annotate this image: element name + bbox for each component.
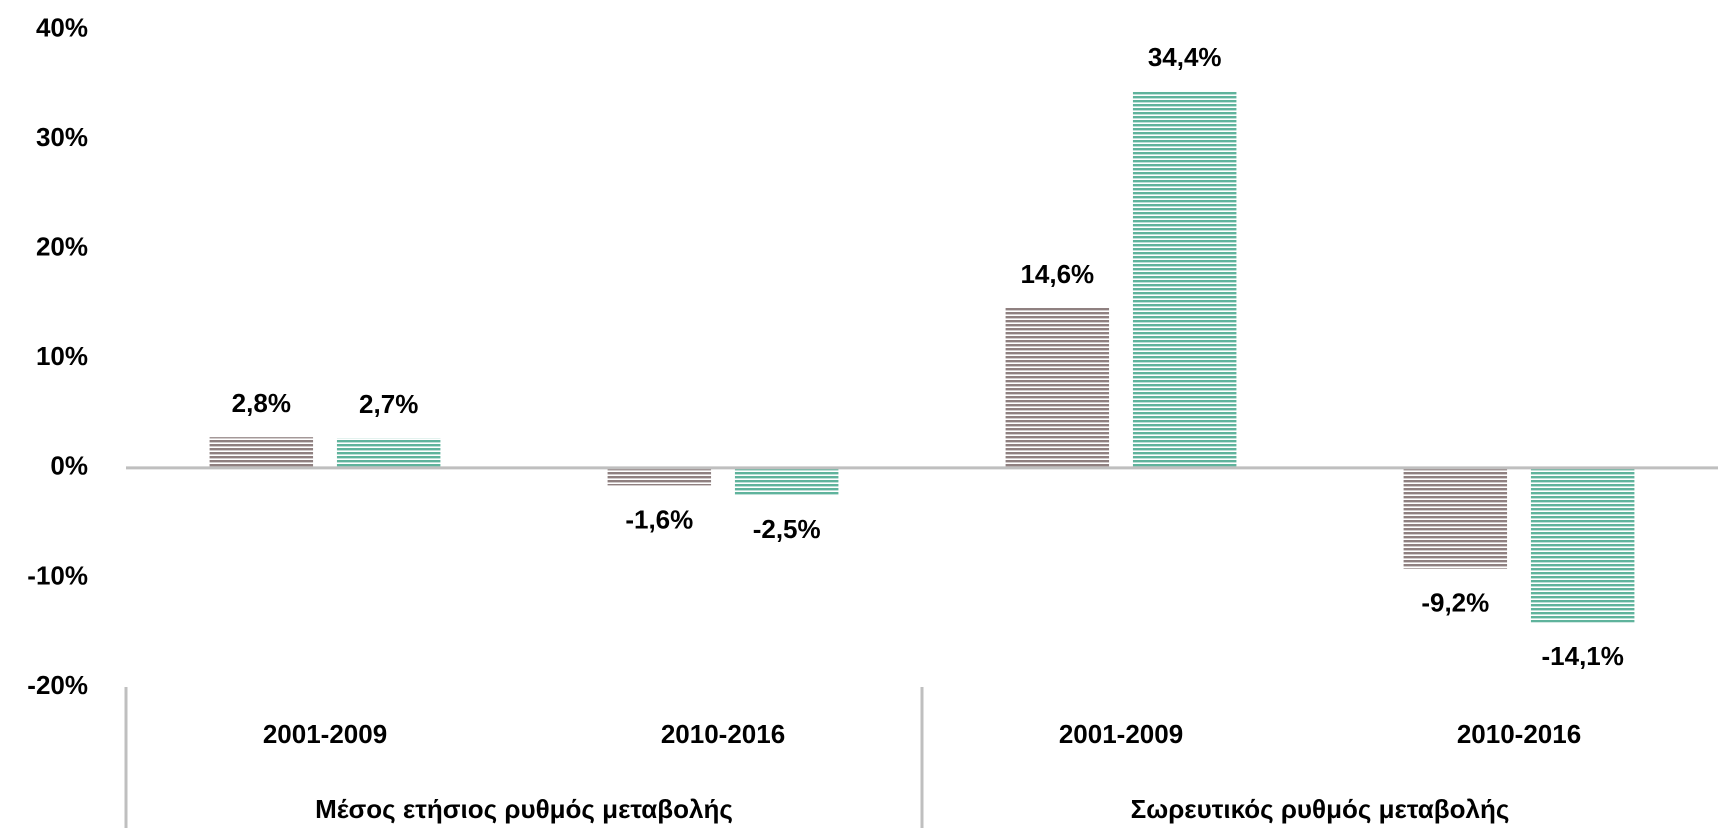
data-label: -1,6%: [625, 504, 693, 534]
x-tick-label: 2010-2016: [661, 719, 785, 749]
data-label: 14,6%: [1020, 259, 1094, 289]
bar: [607, 467, 712, 486]
data-label: 34,4%: [1148, 42, 1222, 72]
bar: [209, 437, 314, 468]
bar: [1132, 90, 1237, 468]
x-tick-label: 2010-2016: [1457, 719, 1581, 749]
data-label: -2,5%: [753, 514, 821, 544]
data-label: -14,1%: [1541, 641, 1623, 671]
y-tick-label: 10%: [36, 341, 88, 371]
y-tick-label: -10%: [27, 560, 88, 590]
group-label: Σωρευτικός ρυθμός μεταβολής: [1131, 794, 1510, 824]
bar: [1403, 467, 1508, 569]
y-tick-label: 0%: [50, 451, 88, 481]
bar: [336, 438, 441, 468]
x-tick-label: 2001-2009: [1059, 719, 1183, 749]
group-label: Μέσος ετήσιος ρυθμός μεταβολής: [315, 794, 733, 824]
data-label: 2,8%: [232, 388, 291, 418]
y-tick-label: 30%: [36, 122, 88, 152]
y-tick-label: -20%: [27, 670, 88, 700]
x-tick-label: 2001-2009: [263, 719, 387, 749]
data-label: 2,7%: [359, 389, 418, 419]
y-tick-label: 20%: [36, 232, 88, 262]
y-tick-label: 40%: [36, 12, 88, 42]
bar: [1005, 307, 1110, 468]
bar: [734, 467, 839, 496]
data-label: -9,2%: [1421, 588, 1489, 618]
bar: [1530, 467, 1635, 623]
